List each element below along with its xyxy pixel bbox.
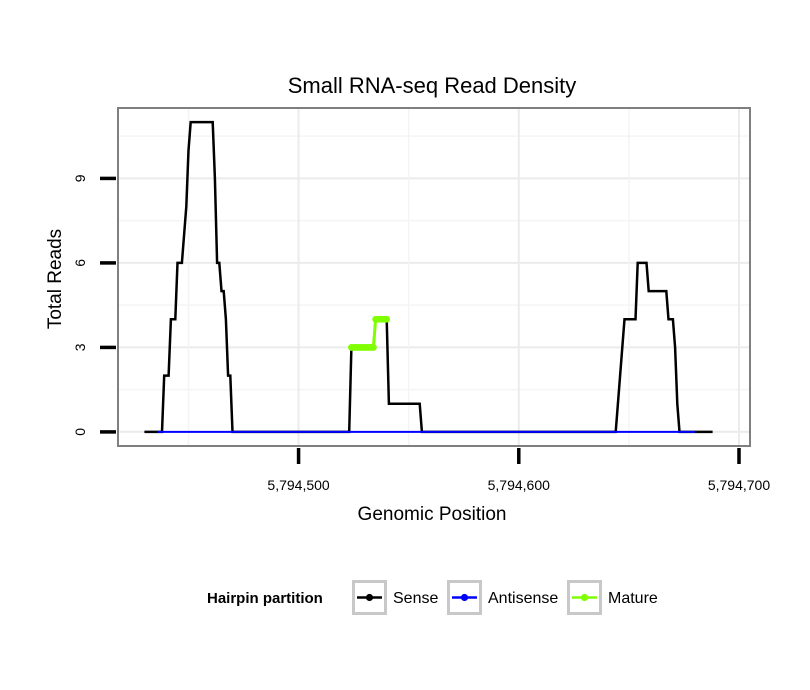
legend-swatch-point <box>460 593 469 602</box>
series-layer <box>144 120 713 434</box>
legend: Hairpin partition Sense Antisense Mature <box>207 580 658 615</box>
x-axis: 5,794,500 5,794,600 5,794,700 <box>267 448 770 493</box>
x-tick-label: 5,794,600 <box>488 477 550 493</box>
panel-background <box>118 108 750 446</box>
legend-swatch-point <box>365 593 374 602</box>
legend-items: Sense Antisense Mature <box>352 580 658 615</box>
x-axis-title: Genomic Position <box>358 504 507 525</box>
chart-title: Small RNA-seq Read Density <box>288 73 577 98</box>
legend-item-antisense: Antisense <box>447 580 558 615</box>
data-point-mature <box>370 344 377 351</box>
y-tick-label: 0 <box>72 428 88 436</box>
legend-item-sense: Sense <box>352 580 438 615</box>
panel-border <box>117 107 751 447</box>
plot-panel <box>117 107 751 447</box>
legend-item-mature: Mature <box>567 580 658 615</box>
y-axis-title: Total Reads <box>45 229 66 329</box>
legend-label-antisense: Antisense <box>488 590 558 607</box>
legend-swatch-point <box>580 593 589 602</box>
y-axis: 0 3 6 9 <box>72 174 116 436</box>
x-tick-label: 5,794,500 <box>267 477 329 493</box>
x-tick-label: 5,794,700 <box>708 477 770 493</box>
y-tick-label: 6 <box>72 259 88 267</box>
grid-lines <box>118 108 750 446</box>
y-tick-label: 9 <box>72 174 88 182</box>
legend-label-mature: Mature <box>608 590 658 607</box>
y-tick-label: 3 <box>72 343 88 351</box>
legend-label-sense: Sense <box>393 590 438 607</box>
legend-title: Hairpin partition <box>207 590 323 607</box>
data-point-mature <box>383 315 391 323</box>
